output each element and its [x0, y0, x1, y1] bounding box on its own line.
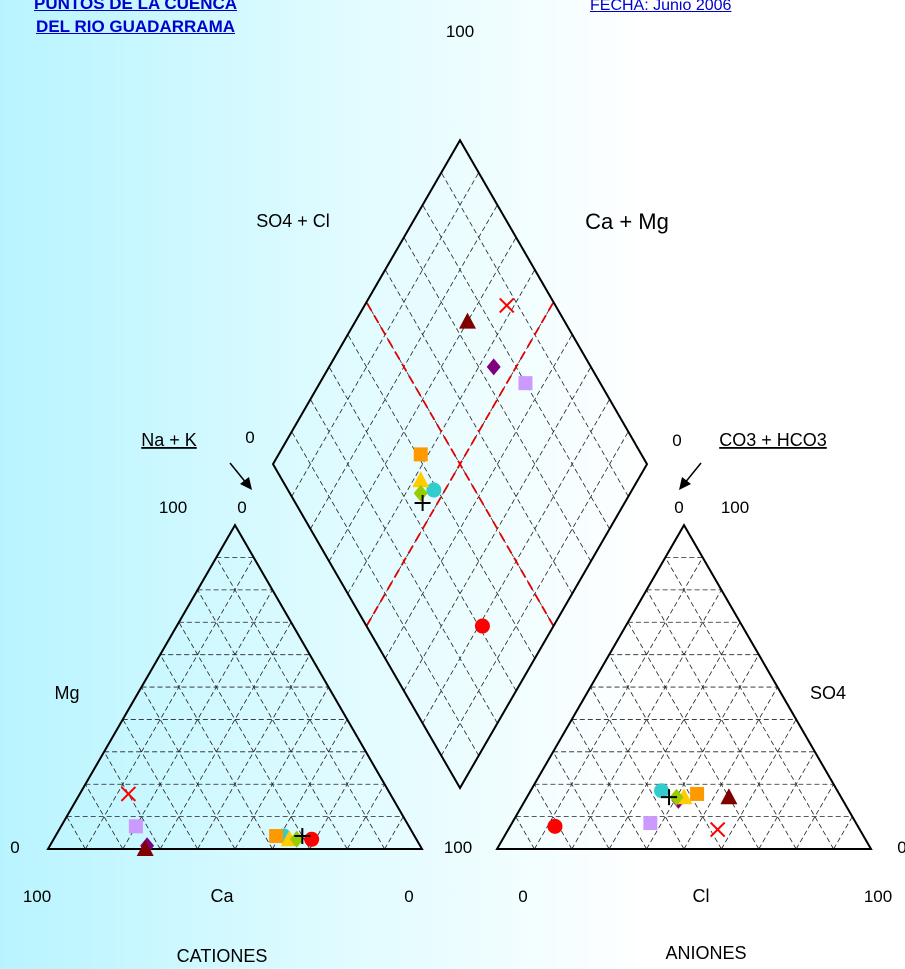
anion-point-3	[643, 816, 658, 831]
anion-left-base-tick: 0	[518, 887, 527, 906]
chart-title-line-1: PUNTOS DE LA CUENCA	[34, 0, 238, 13]
diamond-point-3	[518, 376, 533, 391]
anion-point-1	[547, 818, 563, 834]
diamond-grid-line	[328, 237, 517, 562]
anion-grid-line	[515, 816, 535, 850]
diamond-top-tick-label: 100	[446, 22, 474, 41]
cation-left-axis-label: Mg	[54, 683, 79, 703]
cation-point-5	[136, 840, 154, 856]
cation-apex-arrow	[229, 462, 248, 485]
cation-grid-line	[384, 816, 404, 850]
anion-x-axis-label: Cl	[693, 886, 710, 906]
cation-left-base-tick: 100	[23, 887, 51, 906]
anion-apex-top-tick: 100	[721, 498, 749, 517]
cation-grid-line	[309, 751, 367, 850]
diamond-point-9	[413, 484, 428, 502]
cation-grid-line	[178, 622, 311, 850]
cation-x-axis-label: Ca	[210, 886, 234, 906]
cation-grid-line	[197, 589, 348, 850]
diamond-point-8	[412, 471, 430, 488]
chart-title: PUNTOS DE LA CUENCA DEL RIO GUADARRAMA	[34, 0, 237, 38]
anion-grid-line	[534, 557, 704, 850]
diamond-grid-line	[440, 431, 629, 756]
anion-apex-arrow	[683, 462, 702, 485]
cation-grid-line	[346, 784, 385, 850]
anion-grid-line	[646, 589, 797, 850]
anion-point-7	[690, 786, 705, 801]
diamond-left-axis-label: SO4 + Cl	[256, 211, 330, 231]
cation-grid-line	[215, 557, 385, 850]
cation-grid-line	[85, 784, 124, 850]
diamond-grid-line	[384, 334, 573, 659]
cation-apex-label: Na + K	[141, 430, 197, 450]
cation-grid-line	[159, 622, 292, 850]
cation-triangle-outline	[46, 523, 424, 850]
anion-right-base-tick: 100	[864, 887, 892, 906]
diamond-point-10	[414, 494, 431, 511]
cation-apex-side-tick: 0	[237, 498, 246, 517]
anion-grid-line	[833, 816, 853, 850]
diamond-point-5	[459, 312, 476, 329]
cation-grid-line	[122, 589, 273, 850]
diamond-left-tick-label: 0	[245, 428, 254, 447]
chart-title-line-2: DEL RIO GUADARRAMA	[36, 17, 236, 36]
anion-apex-label: CO3 + HCO3	[719, 430, 827, 450]
diamond-point-6	[499, 297, 515, 314]
anion-grid-line	[758, 751, 816, 850]
anion-point-2	[654, 783, 670, 799]
anion-right-axis-label: SO4	[810, 683, 846, 703]
anion-grid-line	[627, 622, 760, 850]
cation-right-base-tick: 0	[404, 887, 413, 906]
cation-point-3	[128, 819, 143, 834]
anion-apex-arrowhead	[679, 477, 691, 490]
anion-point-5	[720, 788, 738, 805]
diamond-grid-line	[403, 237, 592, 562]
anion-grid-line	[795, 784, 834, 850]
cation-apex-arrowhead	[240, 477, 252, 490]
diamond-divider-lines	[365, 301, 555, 627]
cation-point-10	[294, 828, 311, 845]
anion-grid-line	[664, 557, 834, 850]
frame-layer	[46, 138, 873, 850]
diamond-grid-line	[347, 334, 536, 659]
anion-grid-line	[552, 751, 610, 850]
cation-point-1	[304, 831, 320, 847]
diamond-point-4	[486, 358, 501, 376]
diamond-outline	[271, 138, 649, 791]
cation-grid-line	[103, 751, 161, 850]
anion-point-6	[709, 821, 726, 838]
diamond-grid-line	[291, 431, 480, 756]
cation-apex-top-tick: 100	[159, 498, 187, 517]
cation-grid-line	[85, 557, 255, 850]
diamond-right-tick-label: 0	[672, 431, 681, 450]
cation-grid-line	[141, 686, 236, 850]
diamond-point-1	[474, 618, 490, 634]
diamond-divider-line	[365, 301, 555, 627]
diamond-right-axis-label: Ca + Mg	[585, 209, 669, 234]
anion-point-10	[661, 789, 678, 806]
diamond-point-2	[426, 482, 442, 498]
anion-grid-line	[608, 622, 741, 850]
data-points-layer	[120, 297, 738, 856]
anion-grid-line	[534, 784, 573, 850]
cation-grid-line	[66, 816, 86, 850]
chart-date: FECHA: Junio 2006	[590, 0, 732, 14]
cation-point-6	[120, 786, 137, 802]
anion-title: ANIONES	[665, 943, 746, 963]
anion-grid-line	[571, 589, 722, 850]
anion-grid-line	[590, 686, 685, 850]
anion-grid-line	[683, 686, 778, 850]
anion-apex-side-tick: 0	[674, 498, 683, 517]
cation-grid-line	[234, 686, 329, 850]
diamond-point-7	[413, 447, 428, 462]
cation-left-corner-tick: 0	[10, 838, 19, 857]
cation-point-7	[269, 829, 284, 844]
cation-title: CATIONES	[177, 946, 268, 966]
anion-right-corner-tick: 0	[897, 838, 905, 857]
anion-triangle-outline	[495, 523, 873, 850]
cation-right-corner-tick: 100	[444, 838, 472, 857]
